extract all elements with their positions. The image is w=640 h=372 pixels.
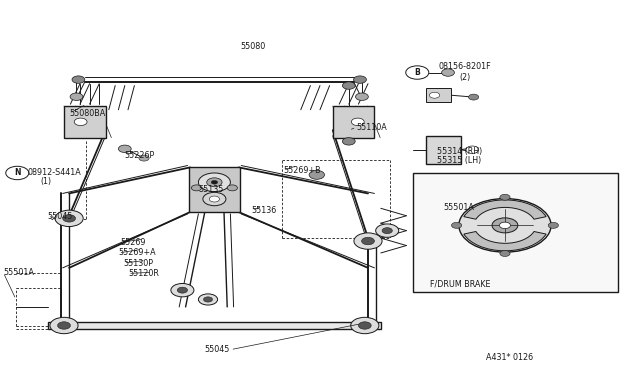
Circle shape (70, 93, 83, 100)
Circle shape (177, 287, 188, 293)
Circle shape (191, 185, 202, 191)
Text: 55501A: 55501A (444, 203, 474, 212)
Circle shape (356, 93, 369, 100)
Circle shape (451, 222, 461, 228)
Wedge shape (464, 200, 546, 219)
Text: N: N (14, 169, 20, 177)
Circle shape (6, 166, 29, 180)
Circle shape (118, 145, 131, 153)
Circle shape (50, 317, 78, 334)
Circle shape (351, 118, 364, 126)
Text: 55080BA: 55080BA (69, 109, 106, 118)
Circle shape (442, 69, 454, 76)
Circle shape (548, 222, 559, 228)
Text: 55501A: 55501A (3, 268, 34, 277)
Circle shape (492, 218, 518, 233)
Circle shape (382, 228, 392, 234)
Circle shape (468, 94, 479, 100)
Circle shape (203, 192, 226, 206)
Text: 55315 (LH): 55315 (LH) (437, 156, 481, 165)
Circle shape (211, 180, 218, 184)
Circle shape (354, 76, 366, 83)
Text: 55136: 55136 (252, 206, 276, 215)
Circle shape (342, 138, 355, 145)
Text: B: B (415, 68, 420, 77)
Circle shape (227, 185, 237, 191)
Circle shape (351, 317, 379, 334)
Text: A431* 0126: A431* 0126 (486, 353, 534, 362)
Text: F/DRUM BRAKE: F/DRUM BRAKE (430, 279, 491, 288)
Text: (1): (1) (40, 177, 51, 186)
Circle shape (204, 297, 212, 302)
Circle shape (376, 224, 399, 237)
Bar (48, 322, 381, 329)
Text: 55120R: 55120R (128, 269, 159, 278)
Circle shape (309, 170, 324, 179)
Bar (426, 88, 451, 102)
Bar (64, 106, 106, 138)
Circle shape (171, 283, 194, 297)
Circle shape (74, 118, 87, 126)
Circle shape (358, 322, 371, 329)
Bar (413, 173, 618, 292)
Text: 55110A: 55110A (356, 123, 387, 132)
Text: 55080: 55080 (240, 42, 265, 51)
Circle shape (459, 199, 551, 252)
Text: 08912-S441A: 08912-S441A (28, 169, 81, 177)
Text: 55045: 55045 (205, 345, 230, 354)
Text: 55314 (RH): 55314 (RH) (437, 147, 483, 156)
Circle shape (55, 210, 83, 227)
Text: (2): (2) (460, 73, 471, 81)
Circle shape (466, 146, 479, 153)
Text: 55269+A: 55269+A (118, 248, 156, 257)
Circle shape (354, 233, 382, 249)
Bar (333, 106, 374, 138)
Circle shape (63, 215, 76, 222)
Circle shape (198, 294, 218, 305)
Text: 08156-8201F: 08156-8201F (438, 62, 491, 71)
Bar (426, 136, 461, 164)
Circle shape (429, 92, 440, 98)
Wedge shape (464, 231, 546, 251)
Circle shape (207, 178, 222, 187)
Text: 55269: 55269 (120, 238, 146, 247)
Circle shape (406, 66, 429, 79)
Circle shape (58, 322, 70, 329)
Circle shape (209, 196, 220, 202)
Circle shape (342, 82, 355, 89)
Text: 55269+B: 55269+B (283, 166, 321, 175)
Circle shape (72, 76, 85, 83)
Circle shape (500, 250, 510, 256)
Text: 55130P: 55130P (124, 259, 154, 267)
Circle shape (362, 237, 374, 245)
Circle shape (198, 173, 230, 192)
Circle shape (139, 155, 149, 161)
Text: 55135: 55135 (198, 185, 224, 194)
Circle shape (499, 222, 511, 228)
Circle shape (500, 194, 510, 200)
Text: 55045: 55045 (47, 212, 73, 221)
Text: 55226P: 55226P (125, 151, 155, 160)
Bar (189, 167, 240, 212)
